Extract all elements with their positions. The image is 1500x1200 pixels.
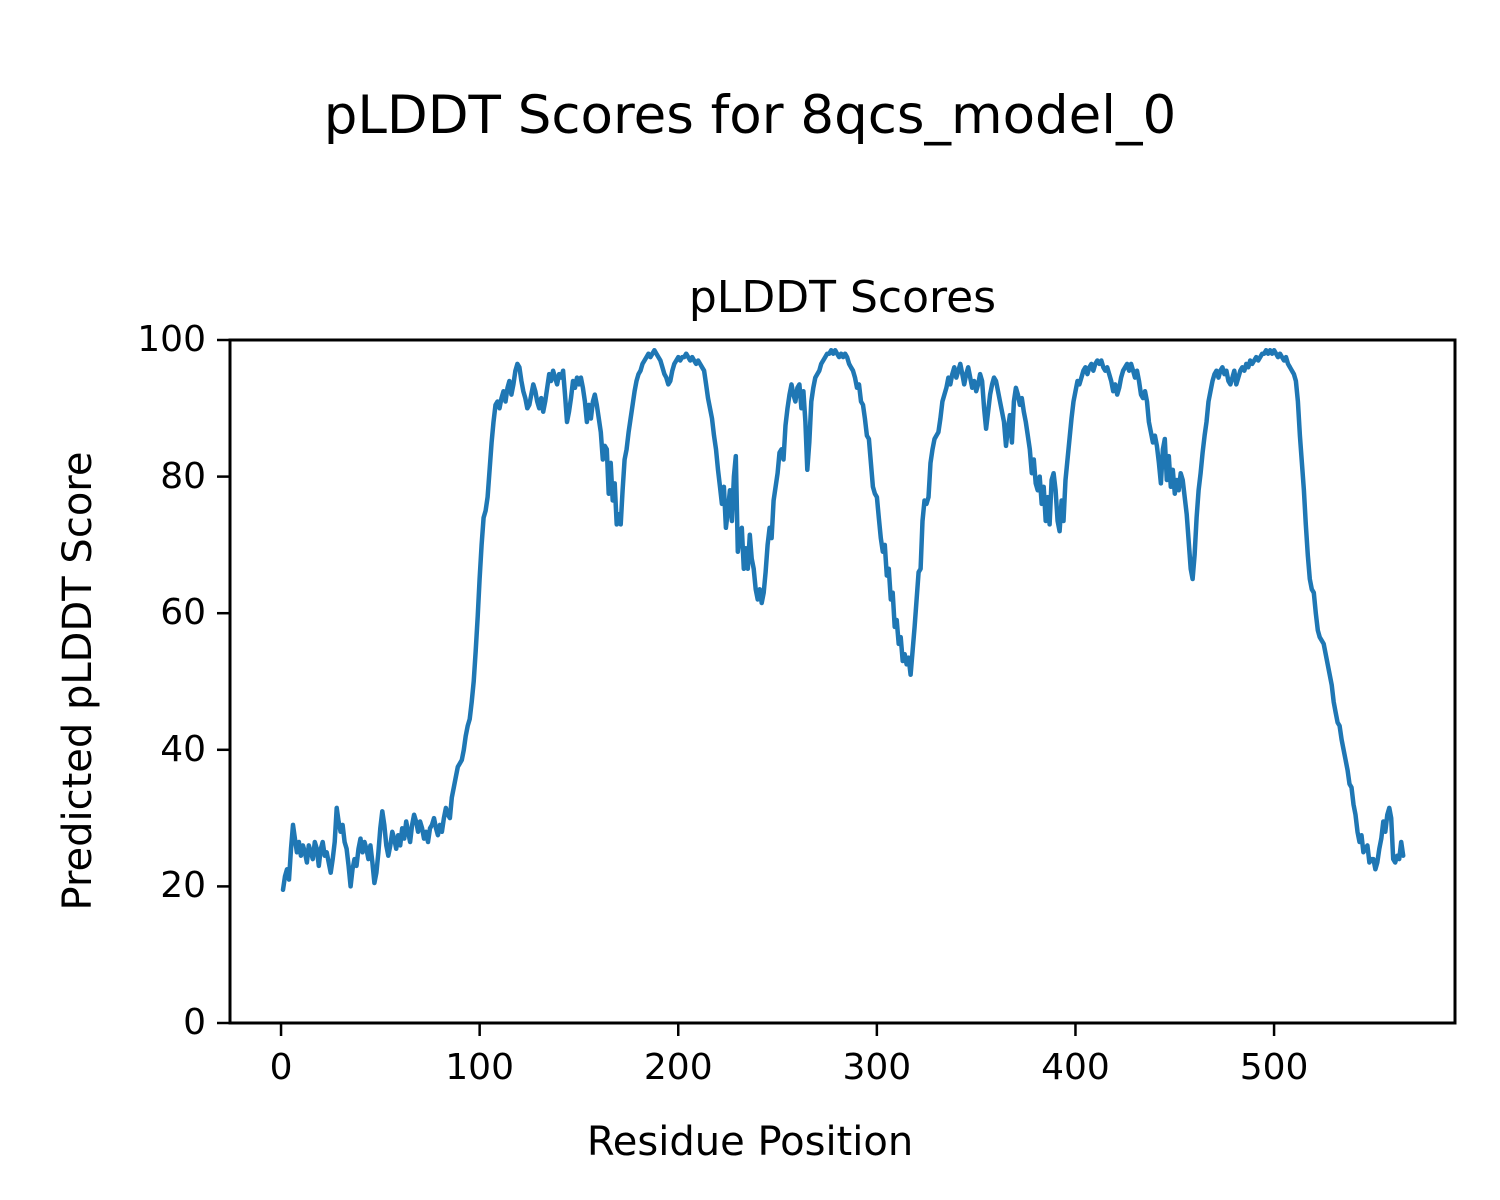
x-tick-label: 500 — [1239, 1047, 1309, 1088]
x-tick-label: 100 — [445, 1047, 514, 1088]
x-tick-label: 200 — [643, 1047, 713, 1088]
y-tick-label: 100 — [137, 319, 206, 360]
x-tick-label: 300 — [842, 1047, 912, 1088]
y-tick-label: 20 — [160, 865, 206, 907]
y-tick-label: 60 — [160, 592, 206, 634]
axes-title: pLDDT Scores — [688, 272, 997, 323]
y-tick-label: 40 — [160, 728, 206, 770]
x-tick-label: 400 — [1041, 1047, 1110, 1088]
x-tick-label: 0 — [269, 1047, 293, 1088]
figure-title: pLDDT Scores for 8qcs_model_0 — [323, 85, 1177, 146]
plddt-line — [280, 347, 1406, 893]
x-axis-label: Residue Position — [586, 1119, 914, 1165]
tick-marks — [217, 338, 1276, 1036]
y-tick-label: 0 — [183, 1002, 206, 1043]
y-tick-label: 80 — [160, 455, 206, 497]
axes-frame — [228, 338, 1457, 1025]
